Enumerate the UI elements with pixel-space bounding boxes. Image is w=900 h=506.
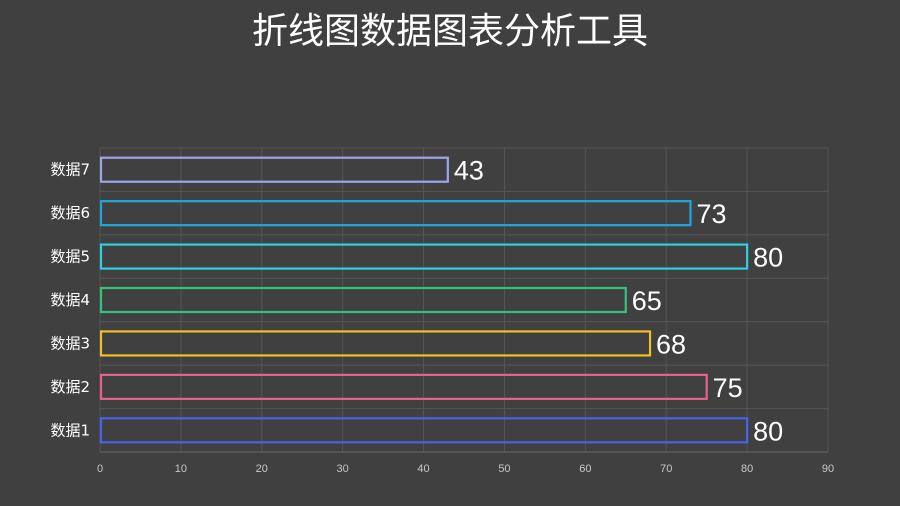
x-tick-label: 30	[337, 463, 349, 475]
category-label: 数据2	[50, 378, 90, 396]
x-tick-label: 20	[256, 463, 268, 475]
bar-7	[99, 156, 449, 183]
data-label: 68	[656, 329, 686, 359]
data-label: 65	[632, 286, 662, 316]
x-tick-label: 10	[175, 463, 187, 475]
chart-title: 折线图数据图表分析工具	[251, 11, 648, 52]
category-label: 数据7	[50, 161, 90, 179]
bar-5	[99, 243, 749, 270]
data-label: 73	[696, 199, 726, 229]
bar-2	[99, 373, 708, 400]
x-tick-label: 40	[417, 463, 429, 475]
bar-6	[99, 200, 692, 227]
data-label: 43	[454, 156, 484, 186]
category-label: 数据6	[50, 204, 90, 222]
x-tick-label: 80	[741, 463, 753, 475]
data-label: 80	[753, 416, 783, 446]
x-tick-label: 90	[822, 463, 834, 475]
x-tick-label: 50	[498, 463, 510, 475]
bar-1	[99, 417, 749, 444]
data-label: 80	[753, 243, 783, 273]
x-tick-label: 0	[97, 463, 103, 475]
category-label: 数据1	[50, 421, 90, 439]
bar-3	[99, 330, 652, 357]
x-tick-label: 70	[660, 463, 672, 475]
bar-4	[99, 286, 627, 314]
category-label: 数据4	[50, 291, 90, 309]
data-label: 75	[713, 373, 743, 403]
category-label: 数据3	[50, 334, 90, 352]
category-label: 数据5	[50, 248, 90, 266]
x-tick-label: 60	[579, 463, 591, 475]
